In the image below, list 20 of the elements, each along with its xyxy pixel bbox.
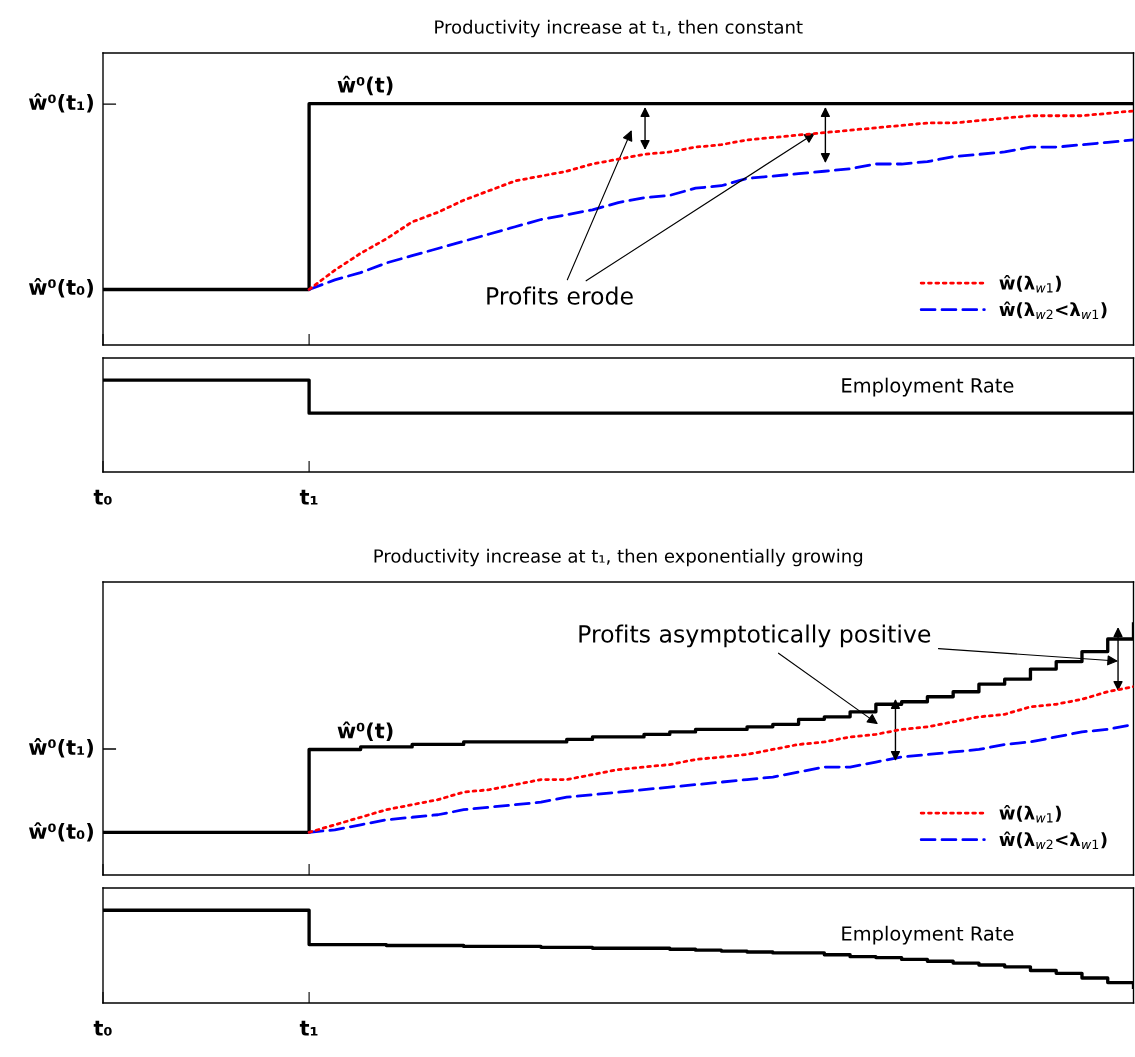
annotation: Profits asymptotically positive xyxy=(579,624,931,648)
x-tick-label: t₀ xyxy=(93,1020,112,1036)
legend-label: ŵ(λ$_{w2}$<λ$_{w1}$) xyxy=(999,831,1107,849)
text: ŵ⁰(t₁) xyxy=(28,93,93,113)
legend-label: ŵ(λ$_{w1}$) xyxy=(999,274,1061,293)
annotation: Profits erode xyxy=(487,286,633,305)
legend-label: ŵ(λ$_{w1}$) xyxy=(999,804,1061,823)
chart-title: Productivity increase at t₁, then exponentially growing xyxy=(374,548,863,567)
chart-title: Productivity increase at t₁, then constant xyxy=(435,19,803,38)
text: ŵ⁰(t₀) xyxy=(28,822,93,842)
x-tick-label: t₀ xyxy=(93,489,112,505)
legend-label: ŵ(λ$_{w2}$<λ$_{w1}$) xyxy=(999,301,1107,319)
x-tick-label: t₁ xyxy=(299,489,318,505)
series-label: Employment Rate xyxy=(842,377,1014,397)
series-label: Employment Rate xyxy=(842,925,1014,945)
series-label: ŵ⁰(t) xyxy=(337,721,393,741)
text: ŵ⁰(t₀) xyxy=(28,278,93,298)
series-label: ŵ⁰(t) xyxy=(337,75,393,96)
x-tick-label: t₁ xyxy=(299,1020,318,1036)
text: ŵ⁰(t₁) xyxy=(28,738,93,758)
